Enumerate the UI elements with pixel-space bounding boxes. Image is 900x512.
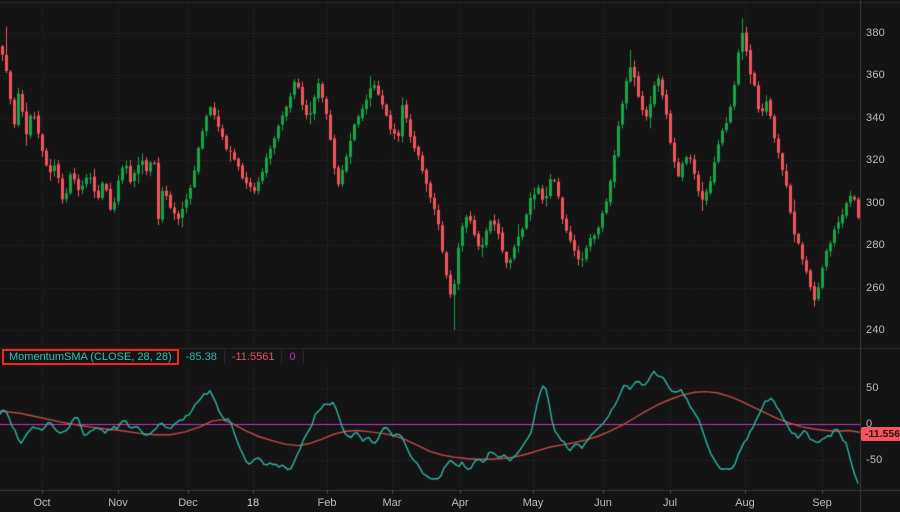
time-tick-label: Sep	[812, 497, 832, 509]
indicator-momentum-value: -85.38	[179, 350, 225, 364]
price-tick-label: 240	[866, 324, 885, 336]
time-tick-label: Apr	[451, 497, 469, 509]
time-tick-label: 18	[246, 497, 260, 509]
price-tick-label: 280	[866, 239, 885, 251]
indicator-sma-value: -11.5561	[225, 350, 283, 364]
time-tick-label: Feb	[317, 497, 337, 509]
momentum-last-value-badge: -11.556	[861, 427, 900, 441]
indicator-zero-value: 0	[282, 350, 304, 364]
price-tick-label: 260	[866, 282, 885, 294]
time-tick-label: Aug	[735, 497, 755, 509]
price-tick-label: 360	[866, 69, 885, 81]
price-tick-label: 380	[866, 27, 885, 39]
indicator-title-box[interactable]: MomentumSMA (CLOSE, 28, 28)	[2, 349, 179, 365]
time-tick-label: Jul	[662, 497, 678, 509]
time-tick-label: Nov	[108, 497, 128, 509]
time-tick-label: Dec	[178, 497, 198, 509]
time-tick-label: May	[522, 497, 544, 509]
momentum-tick-label: 50	[866, 382, 879, 394]
price-scale[interactable]	[860, 0, 900, 348]
price-tick-label: 300	[866, 197, 885, 209]
time-scale[interactable]	[0, 490, 900, 512]
momentum-tick-label: 0	[866, 418, 873, 430]
indicator-title: MomentumSMA (CLOSE, 28, 28)	[9, 351, 172, 363]
momentum-tick-label: -50	[866, 454, 883, 466]
price-tick-label: 320	[866, 154, 885, 166]
indicator-legend: MomentumSMA (CLOSE, 28, 28) -85.38 -11.5…	[2, 349, 304, 365]
time-tick-label: Mar	[382, 497, 402, 509]
time-tick-label: Jun	[594, 497, 612, 509]
price-tick-label: 340	[866, 112, 885, 124]
time-tick-label: Oct	[33, 497, 51, 509]
